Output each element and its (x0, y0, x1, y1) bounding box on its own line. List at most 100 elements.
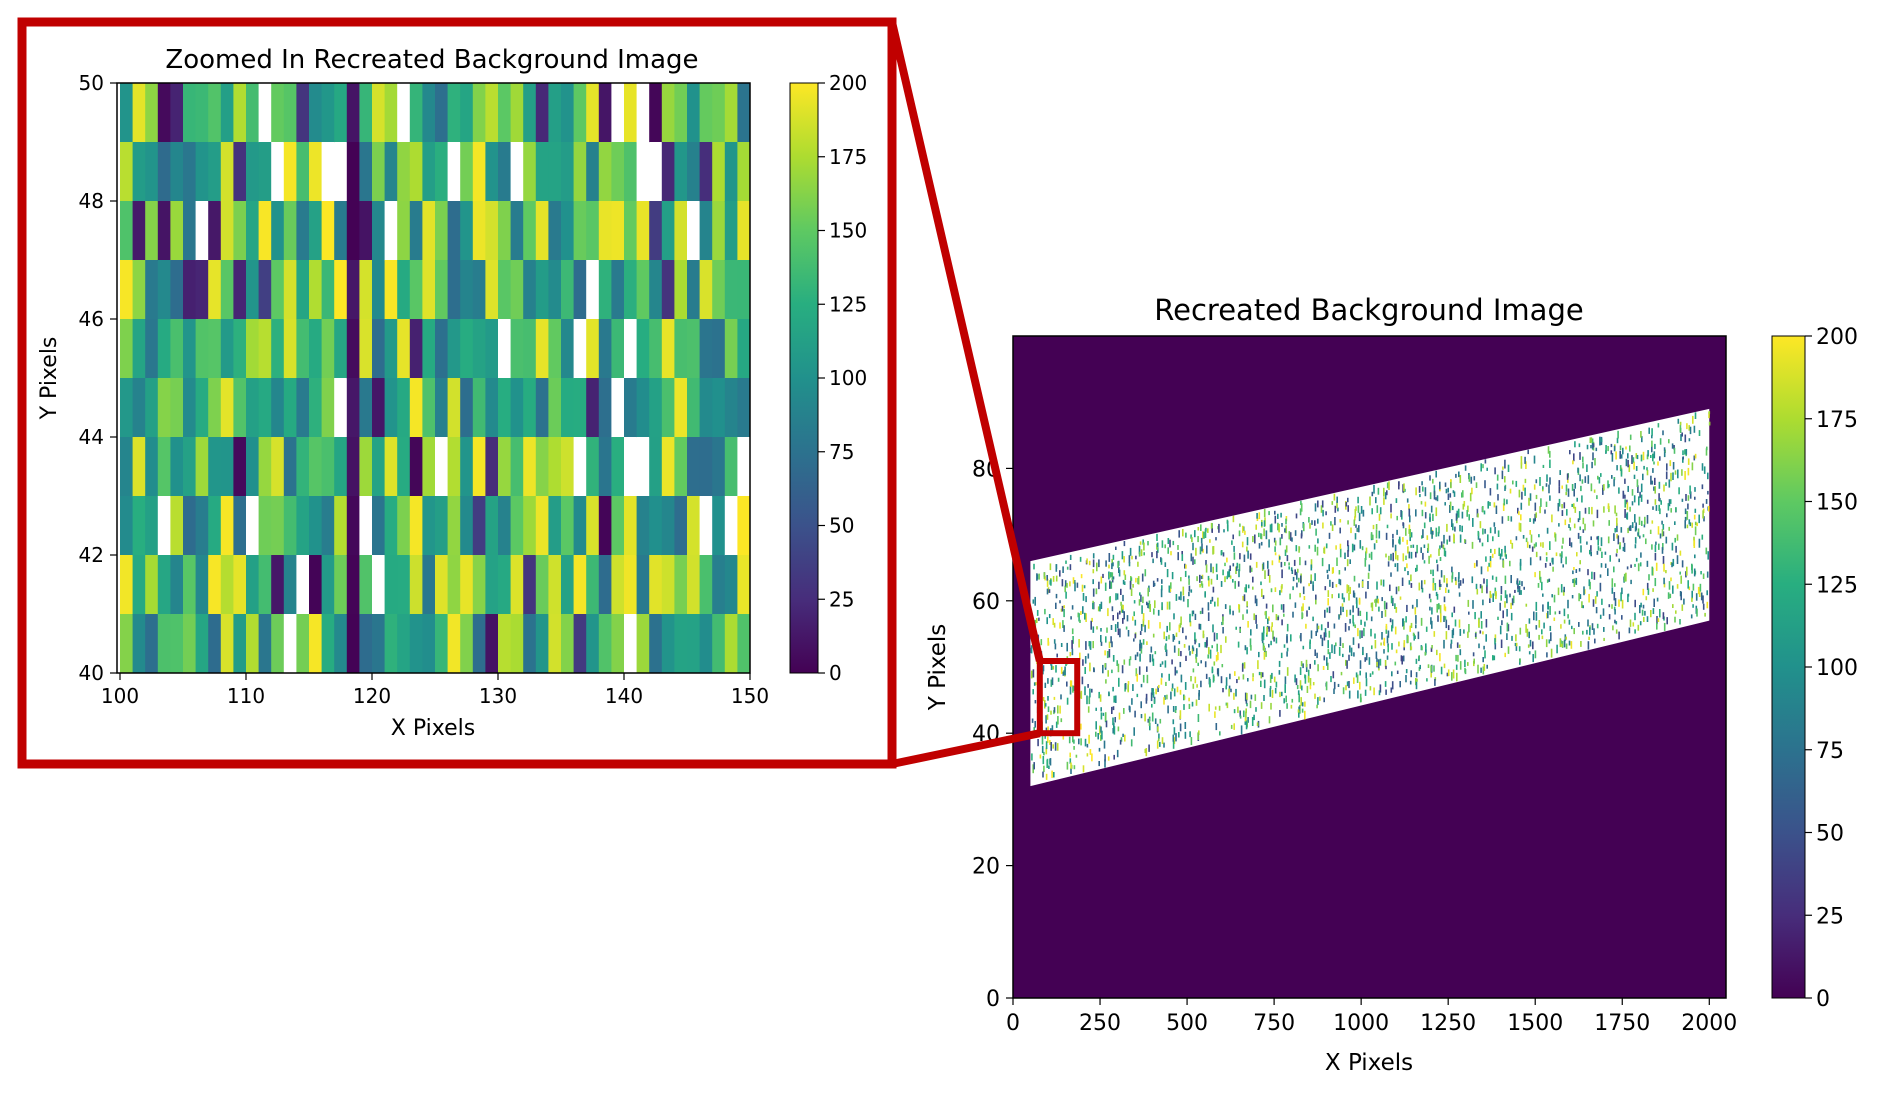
signal-pixel (1202, 630, 1205, 639)
zoomed-heatmap-cell (409, 378, 423, 438)
signal-pixel (1268, 539, 1270, 548)
signal-pixel (1378, 690, 1381, 696)
signal-pixel (1364, 689, 1367, 696)
zoomed-heatmap-cell (283, 142, 297, 202)
signal-pixel (1653, 486, 1655, 491)
zoomed-heatmap-cell (561, 201, 575, 261)
signal-pixel (1294, 530, 1297, 536)
signal-pixel (1050, 710, 1052, 715)
signal-pixel (1565, 643, 1568, 649)
zoomed-heatmap-cell (498, 83, 512, 143)
signal-pixel (1369, 496, 1371, 506)
signal-pixel (1567, 488, 1570, 497)
signal-pixel (1579, 452, 1581, 460)
zoomed-heatmap-cell (233, 142, 247, 202)
signal-pixel (1034, 596, 1036, 606)
signal-pixel (1268, 575, 1271, 583)
signal-pixel (1295, 678, 1298, 686)
zoomed-heatmap-cell (460, 83, 474, 143)
zoomed-heatmap-cell (422, 142, 436, 202)
signal-pixel (1675, 545, 1677, 553)
signal-pixel (1147, 620, 1150, 629)
signal-pixel (1261, 632, 1264, 642)
signal-pixel (1205, 564, 1208, 573)
signal-pixel (1422, 486, 1424, 492)
full-colorbar-tick-label: 100 (1816, 656, 1858, 681)
signal-pixel (1341, 593, 1344, 600)
signal-pixel (1271, 689, 1274, 698)
signal-pixel (1413, 633, 1415, 641)
zoomed-heatmap-cell (359, 319, 373, 379)
signal-pixel (1290, 704, 1293, 709)
signal-pixel (1589, 549, 1591, 555)
signal-pixel (1345, 502, 1348, 507)
zoomed-heatmap-cell (687, 614, 701, 673)
zoomed-heatmap-cell (636, 437, 650, 497)
signal-pixel (1185, 564, 1187, 569)
zoomed-heatmap-cell (636, 319, 650, 379)
zoomed-heatmap-cell (649, 614, 663, 673)
signal-pixel (1226, 575, 1228, 580)
signal-pixel (1113, 722, 1115, 728)
zoomed-heatmap-cell (586, 496, 600, 556)
signal-pixel (1701, 534, 1704, 540)
signal-pixel (1703, 516, 1705, 522)
signal-pixel (1139, 592, 1141, 596)
signal-pixel (1050, 742, 1052, 751)
zoomed-heatmap-cell (397, 83, 411, 143)
zoomed-heatmap-cell (283, 201, 297, 261)
signal-pixel (1163, 631, 1165, 640)
zoomed-heatmap-cell (460, 378, 474, 438)
signal-pixel (1034, 700, 1037, 704)
zoomed-heatmap-cell (271, 614, 285, 673)
signal-pixel (1415, 624, 1417, 629)
signal-pixel (1064, 666, 1066, 676)
zoomed-heatmap-cell (472, 437, 486, 497)
signal-pixel (1702, 603, 1705, 610)
signal-pixel (1136, 693, 1139, 698)
signal-pixel (1052, 618, 1054, 625)
zoomed-heatmap-cell (435, 142, 449, 202)
signal-pixel (1447, 589, 1450, 593)
signal-pixel (1406, 498, 1409, 503)
signal-pixel (1288, 531, 1291, 540)
signal-pixel (1595, 607, 1598, 614)
signal-pixel (1385, 602, 1388, 610)
zoomed-heatmap-cell (120, 496, 134, 556)
zoomed-heatmap-cell (246, 614, 260, 673)
signal-pixel (1304, 701, 1306, 707)
signal-pixel (1175, 706, 1177, 711)
zoomed-heatmap-cell (447, 260, 461, 320)
zoomed-x-axis: 100 110 120 130 140 150 (101, 673, 769, 708)
zoomed-heatmap-cell (510, 555, 524, 615)
signal-pixel (1143, 542, 1145, 551)
signal-pixel (1237, 706, 1239, 713)
signal-pixel (1590, 551, 1592, 557)
signal-pixel (1294, 602, 1297, 608)
zoomed-heatmap-cell (523, 378, 537, 438)
signal-pixel (1545, 556, 1548, 562)
zoomed-heatmap-cell (460, 437, 474, 497)
signal-pixel (1694, 487, 1696, 492)
signal-pixel (1517, 507, 1519, 514)
signal-pixel (1688, 586, 1691, 591)
signal-pixel (1298, 577, 1300, 583)
zoomed-heatmap-cell (409, 142, 423, 202)
signal-pixel (1270, 640, 1272, 646)
signal-pixel (1141, 605, 1143, 614)
zoomed-heatmap-cell (258, 142, 272, 202)
signal-pixel (1539, 570, 1541, 580)
signal-pixel (1498, 547, 1500, 556)
signal-pixel (1384, 492, 1387, 500)
zoomed-heatmap-cell (435, 437, 449, 497)
signal-pixel (1109, 596, 1111, 603)
signal-pixel (1421, 580, 1423, 590)
signal-pixel (1496, 474, 1499, 481)
signal-pixel (1654, 553, 1657, 561)
signal-pixel (1618, 631, 1620, 640)
signal-pixel (1300, 500, 1302, 505)
signal-pixel (1355, 524, 1357, 528)
zoomed-heatmap-cell (296, 378, 310, 438)
signal-pixel (1390, 513, 1392, 519)
signal-pixel (1320, 505, 1323, 513)
